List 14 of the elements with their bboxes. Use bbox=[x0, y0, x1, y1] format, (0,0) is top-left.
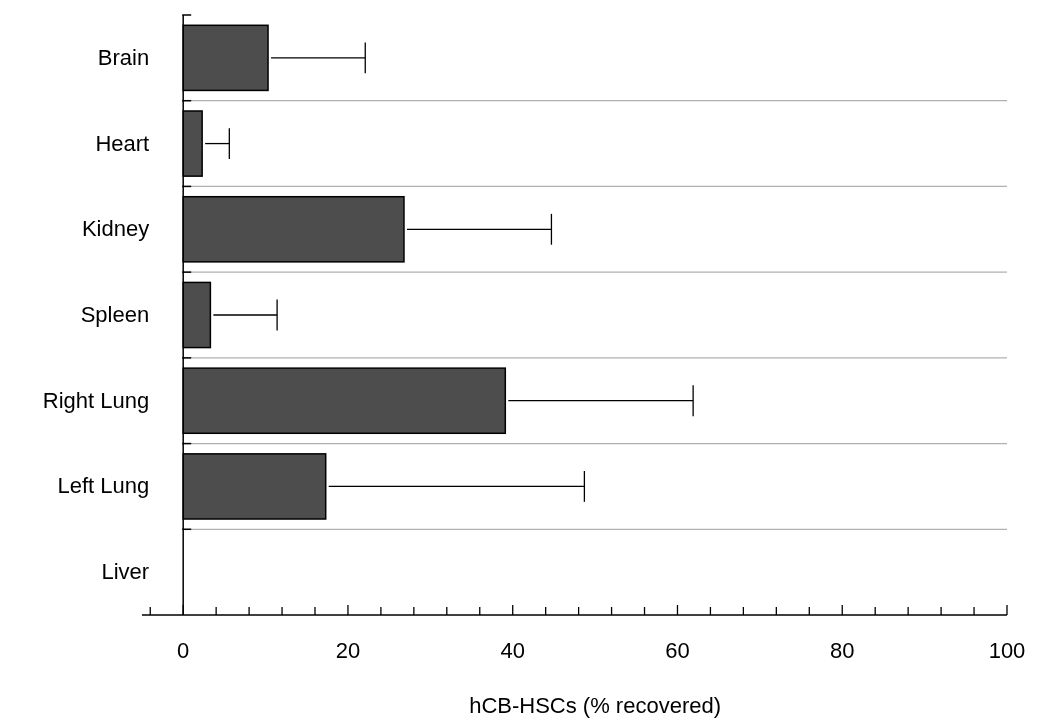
x-tick-label: 0 bbox=[177, 638, 190, 663]
y-tick-label: Heart bbox=[95, 130, 150, 156]
x-tick-label: 80 bbox=[830, 638, 855, 663]
x-tick-label: 20 bbox=[335, 638, 361, 663]
x-tick-label: 40 bbox=[500, 638, 525, 663]
x-tick-label: 100 bbox=[988, 638, 1026, 663]
y-tick-label: Left Lung bbox=[57, 473, 150, 499]
x-axis-title: hCB-HSCs (% recovered) bbox=[469, 693, 722, 718]
y-tick-label: Spleen bbox=[80, 302, 150, 327]
y-tick-label: Liver bbox=[101, 559, 150, 585]
x-tick-label: 60 bbox=[665, 638, 690, 663]
y-tick-label: Right Lung bbox=[42, 387, 150, 413]
y-tick-label: Brain bbox=[97, 44, 150, 70]
y-tick-label: Kidney bbox=[81, 216, 150, 242]
